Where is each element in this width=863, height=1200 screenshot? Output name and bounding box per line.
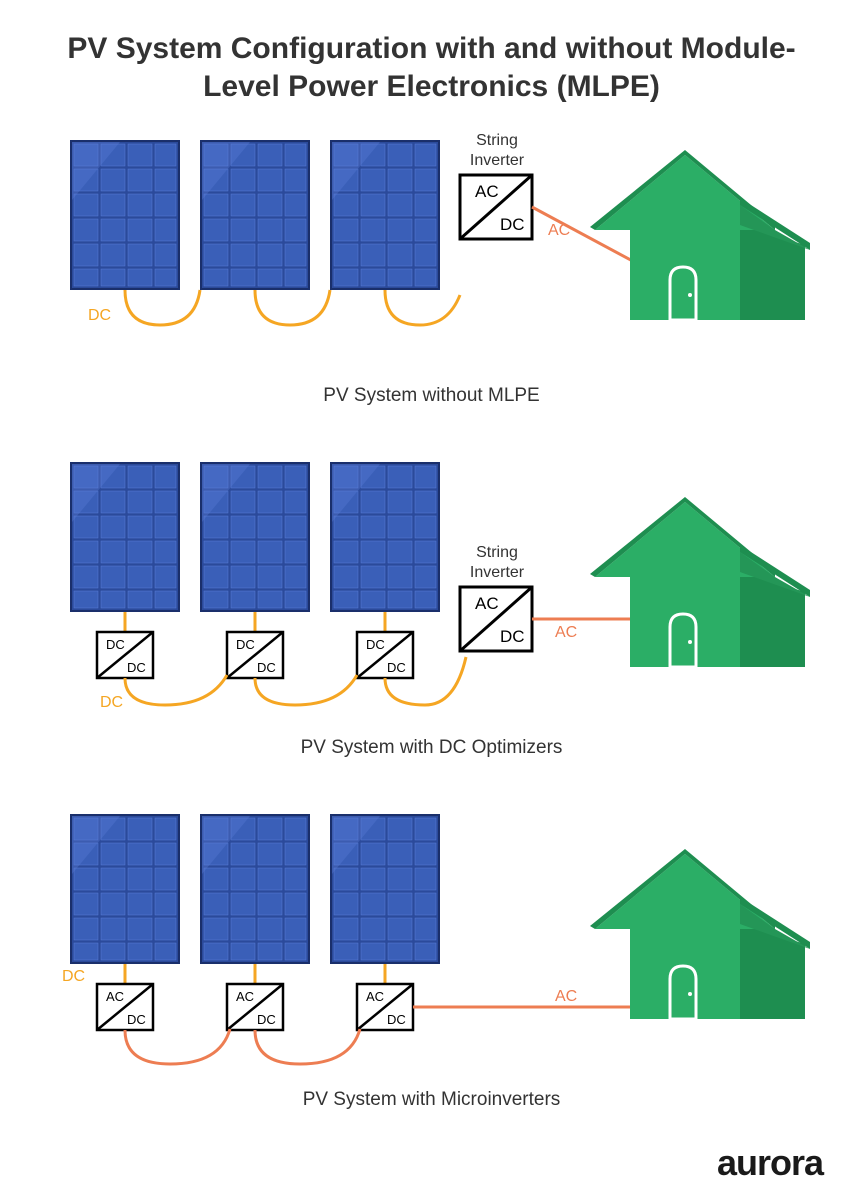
section-microinverters: DC AC PV System with Microinverters	[0, 789, 863, 1111]
diagram-dc-optimizers: DC String Inverter AC	[0, 437, 863, 767]
inverter-label-line2: Inverter	[470, 152, 525, 169]
inverter-label-2b: Inverter	[470, 564, 525, 581]
caption-1: PV System without MLPE	[0, 385, 863, 407]
diagram-without-mlpe: DC String Inverter AC	[0, 115, 863, 415]
dc-label-3: DC	[62, 968, 85, 985]
ac-label: AC	[548, 222, 570, 239]
diagram-microinverters: DC AC	[0, 789, 863, 1109]
main-title: PV System Configuration with and without…	[0, 0, 863, 115]
inverter-label-2a: String	[476, 544, 518, 561]
section-dc-optimizers: DC String Inverter AC PV System with DC …	[0, 437, 863, 759]
caption-3: PV System with Microinverters	[0, 1089, 863, 1111]
aurora-logo: aurora	[717, 1142, 823, 1184]
dc-label: DC	[88, 307, 111, 324]
dc-label-2: DC	[100, 694, 123, 711]
ac-label-3: AC	[555, 988, 577, 1005]
caption-2: PV System with DC Optimizers	[0, 737, 863, 759]
section-without-mlpe: DC String Inverter AC PV System without …	[0, 115, 863, 407]
inverter-label-line1: String	[476, 132, 518, 149]
ac-label-2: AC	[555, 624, 577, 641]
